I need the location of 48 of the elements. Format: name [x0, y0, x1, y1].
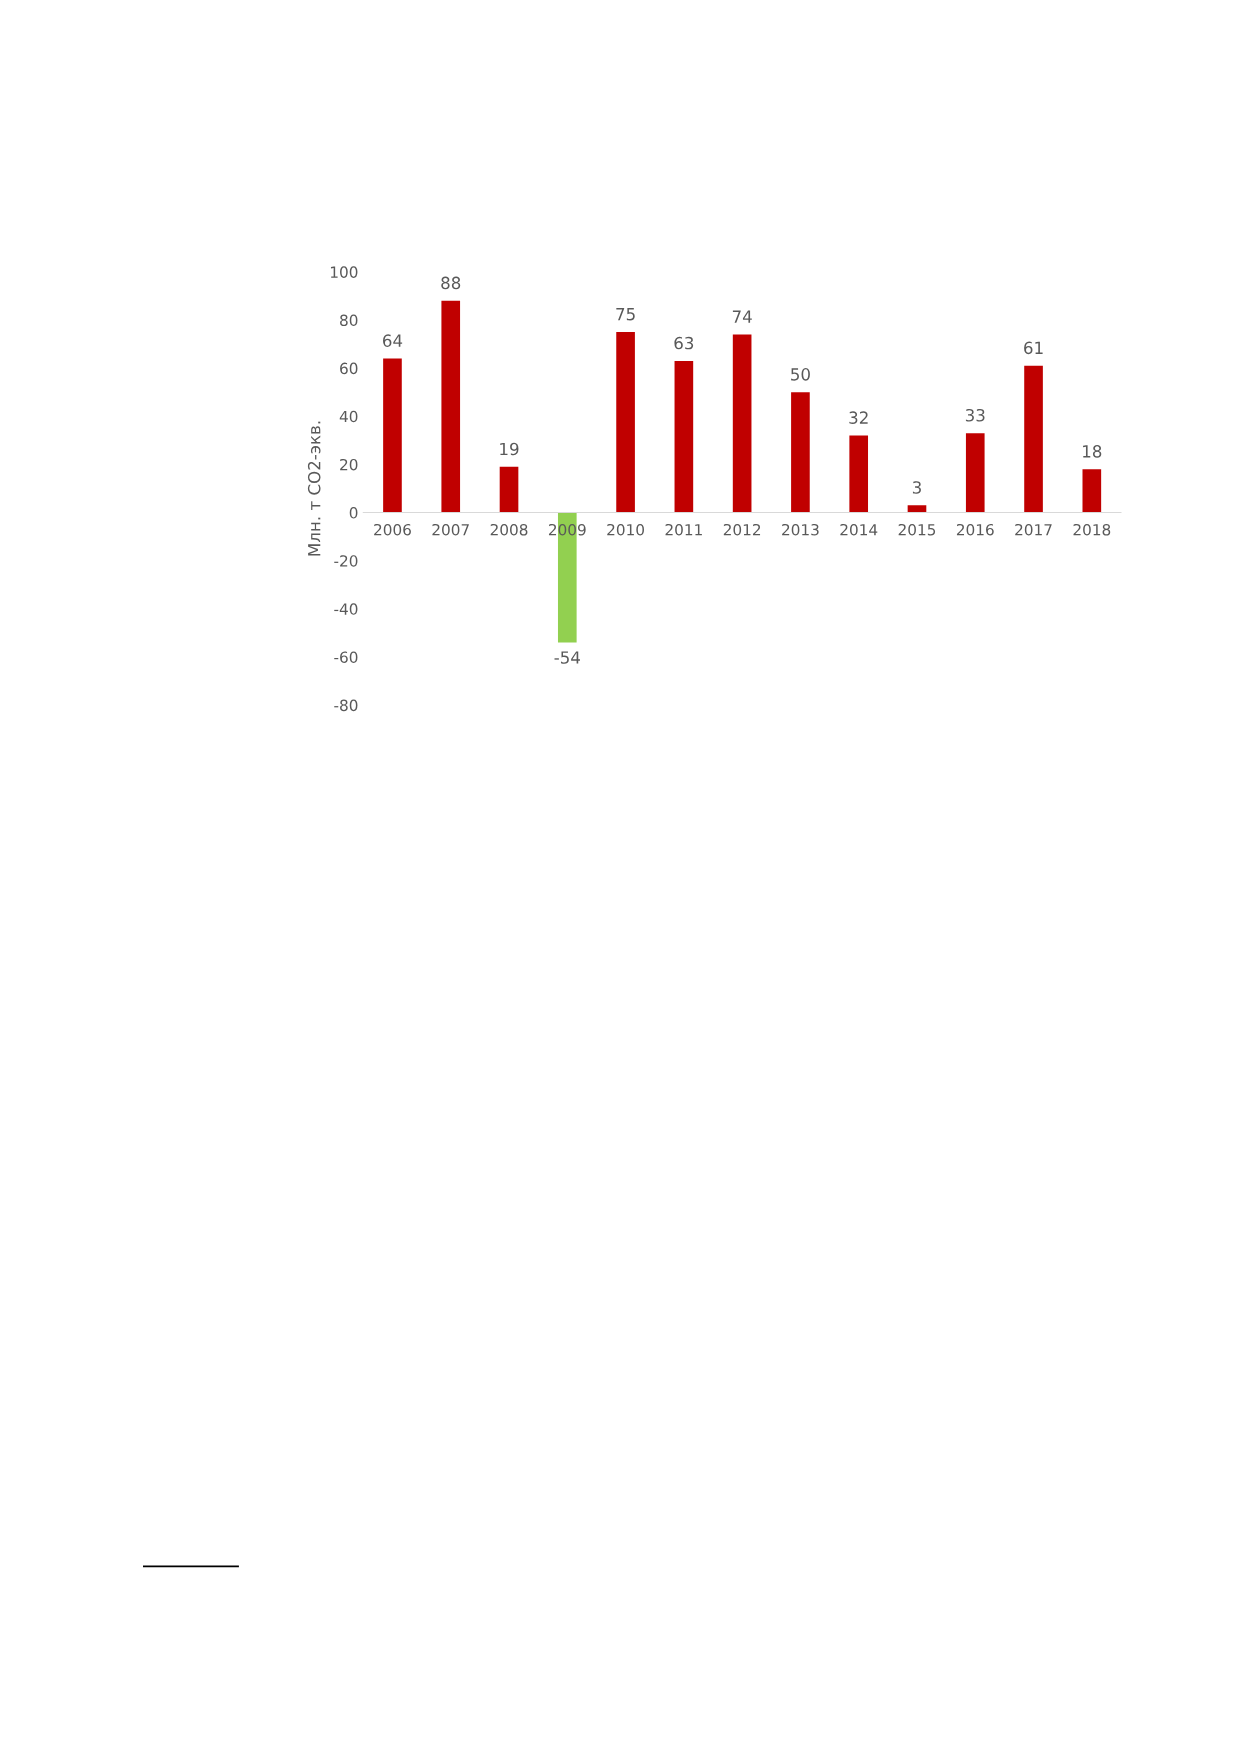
y-tick-label: 80 [340, 314, 358, 327]
x-tick-label: 2007 [432, 523, 469, 536]
data-label: 32 [849, 411, 868, 424]
y-tick-label: -60 [334, 651, 358, 663]
y-axis-title: Млн. т CO2-экв. [307, 421, 321, 556]
data-label: 19 [500, 442, 519, 456]
bar [849, 435, 869, 513]
y-tick-label: -20 [334, 555, 358, 567]
y-tick-label: 20 [340, 458, 358, 471]
y-tick-label: 60 [340, 362, 358, 375]
y-tick-label: -40 [334, 603, 358, 615]
bar [732, 334, 752, 513]
bar [907, 505, 927, 513]
x-tick-label: 2008 [490, 523, 528, 536]
bar [499, 466, 519, 513]
bar [791, 392, 810, 513]
x-tick-label: 2010 [607, 523, 645, 536]
data-label: 74 [732, 310, 752, 323]
y-tick-label: 100 [330, 266, 358, 278]
x-tick-label: 2006 [374, 523, 411, 536]
data-label: 3 [912, 481, 921, 494]
bar [441, 300, 461, 513]
x-tick-label: 2011 [665, 523, 702, 536]
data-label: 88 [441, 276, 461, 290]
x-tick-label: 2014 [840, 523, 878, 536]
y-tick-label: 0 [349, 507, 358, 519]
bar [383, 358, 402, 513]
bar [965, 433, 985, 513]
x-tick-label: 2015 [898, 523, 936, 536]
x-tick-label: 2012 [723, 523, 761, 536]
bar [674, 360, 694, 513]
data-label: 64 [383, 334, 403, 347]
y-tick-label: -80 [334, 699, 358, 712]
data-label: 75 [616, 308, 635, 321]
data-label: 18 [1083, 445, 1102, 458]
x-tick-label: 2018 [1073, 523, 1111, 536]
x-tick-label: 2017 [1015, 523, 1052, 536]
bar [1082, 469, 1102, 513]
y-tick-label: 40 [339, 410, 358, 423]
bar [616, 332, 635, 513]
bar [1024, 365, 1043, 513]
x-tick-label: 2013 [782, 523, 819, 536]
data-label: 61 [1024, 341, 1043, 355]
data-label: 50 [791, 368, 810, 381]
data-label: -54 [554, 651, 580, 664]
x-tick-label: 2016 [956, 523, 994, 536]
data-label: 63 [674, 336, 694, 350]
data-label: 33 [965, 408, 985, 422]
